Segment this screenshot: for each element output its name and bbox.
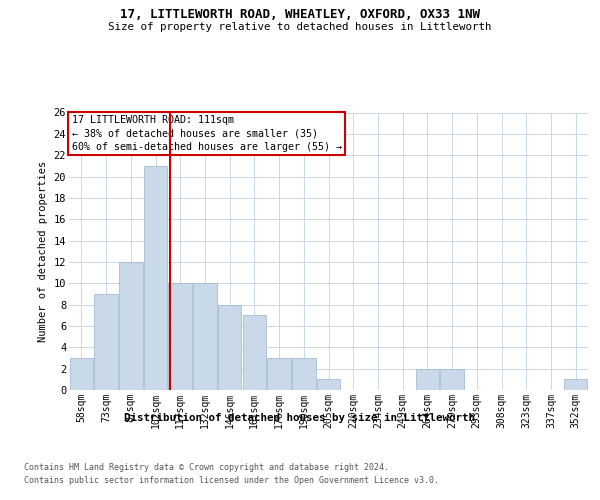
- Bar: [268, 358, 291, 390]
- Bar: [218, 304, 241, 390]
- Bar: [416, 368, 439, 390]
- Bar: [144, 166, 167, 390]
- Bar: [292, 358, 316, 390]
- Text: 17 LITTLEWORTH ROAD: 111sqm
← 38% of detached houses are smaller (35)
60% of sem: 17 LITTLEWORTH ROAD: 111sqm ← 38% of det…: [71, 116, 341, 152]
- Bar: [169, 284, 192, 390]
- Bar: [564, 380, 587, 390]
- Text: Distribution of detached houses by size in Littleworth: Distribution of detached houses by size …: [125, 412, 476, 422]
- Bar: [193, 284, 217, 390]
- Text: 17, LITTLEWORTH ROAD, WHEATLEY, OXFORD, OX33 1NW: 17, LITTLEWORTH ROAD, WHEATLEY, OXFORD, …: [120, 8, 480, 20]
- Text: Contains public sector information licensed under the Open Government Licence v3: Contains public sector information licen…: [24, 476, 439, 485]
- Y-axis label: Number of detached properties: Number of detached properties: [38, 160, 48, 342]
- Bar: [119, 262, 143, 390]
- Bar: [70, 358, 93, 390]
- Bar: [440, 368, 464, 390]
- Text: Contains HM Land Registry data © Crown copyright and database right 2024.: Contains HM Land Registry data © Crown c…: [24, 462, 389, 471]
- Text: Size of property relative to detached houses in Littleworth: Size of property relative to detached ho…: [108, 22, 492, 32]
- Bar: [317, 380, 340, 390]
- Bar: [242, 316, 266, 390]
- Bar: [94, 294, 118, 390]
